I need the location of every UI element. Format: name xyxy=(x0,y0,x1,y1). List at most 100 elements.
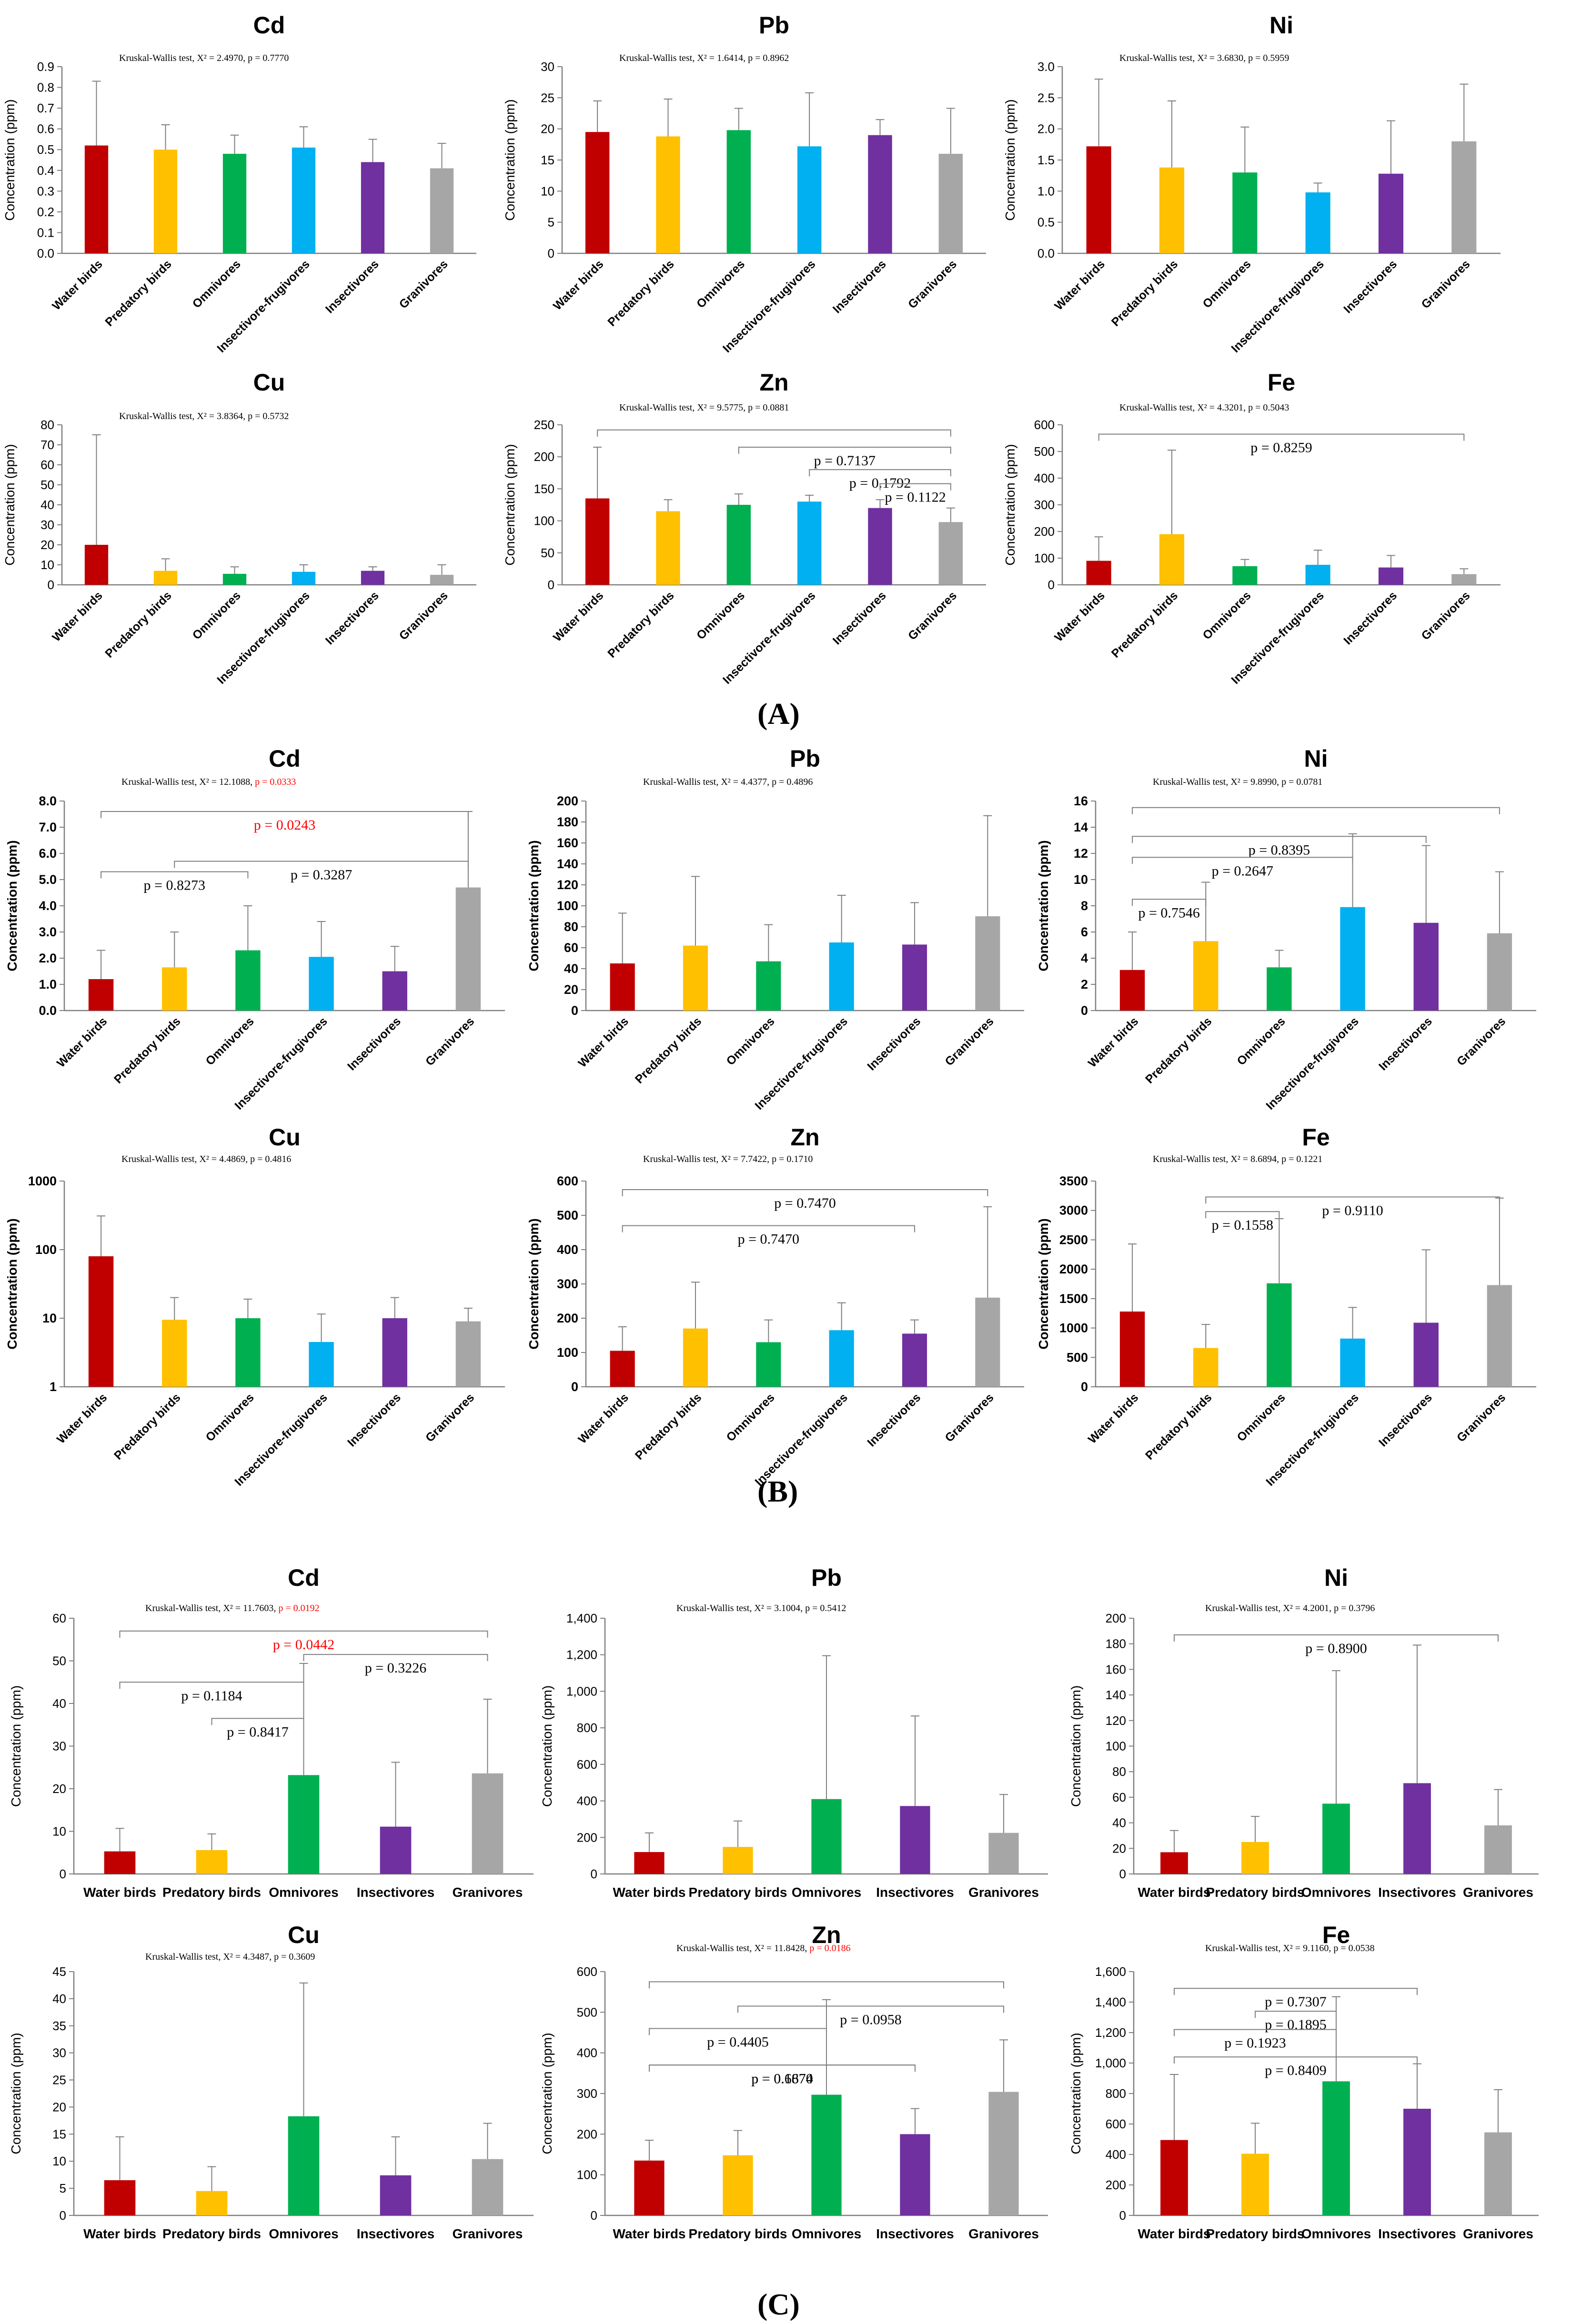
kw-test-name: Kruskal-Wallis test, xyxy=(1153,777,1230,787)
category-label-water-birds: Water birds xyxy=(613,1885,686,1900)
kw-p-value: p = 0.0186 xyxy=(809,1943,850,1953)
y-tick-label: 0 xyxy=(60,2208,66,2223)
category-label-omnivores: Omnivores xyxy=(1235,1014,1288,1068)
category-label-water-birds: Water birds xyxy=(1138,1885,1211,1900)
category-label-granivores: Granivores xyxy=(397,589,451,642)
bar-predatory-birds xyxy=(153,571,178,585)
kw-test-name: Kruskal-Wallis test, xyxy=(145,1952,223,1962)
bar-insectivores xyxy=(361,571,385,585)
y-tick-label: 200 xyxy=(577,2127,597,2141)
y-tick-label: 0 xyxy=(1081,1003,1088,1018)
y-tick-label: 35 xyxy=(52,2019,66,2033)
bar-omnivores xyxy=(1322,2081,1350,2215)
y-axis-label: Concentration (ppm) xyxy=(9,1685,23,1807)
category-label-granivores: Granivores xyxy=(968,1885,1039,1900)
category-label-insectivores: Insectivores xyxy=(830,257,889,316)
category-label-insectivores: Insectivores xyxy=(865,1014,923,1073)
category-label-granivores: Granivores xyxy=(453,2226,523,2241)
bar-insectivores xyxy=(1413,922,1439,1011)
comparison-p-value: p = 0.0958 xyxy=(840,2012,901,2028)
bar-water-birds xyxy=(84,545,109,585)
comparison-bracket xyxy=(1098,433,1465,441)
y-axis-label: Concentration (ppm) xyxy=(503,444,517,565)
y-tick-label: 1,400 xyxy=(566,1611,597,1625)
kw-test-name: Kruskal-Wallis test, xyxy=(676,1603,754,1613)
comparison-bracket xyxy=(101,811,469,818)
comparison-bracket xyxy=(649,2064,916,2072)
bar-predatory-birds xyxy=(656,511,680,585)
category-label-predatory-birds: Predatory birds xyxy=(1109,257,1180,329)
y-tick-label: 30 xyxy=(52,2046,66,2060)
y-axis-label: Concentration (ppm) xyxy=(1003,444,1017,565)
comparison-bracket xyxy=(649,2028,827,2035)
category-label-granivores: Granivores xyxy=(1419,257,1472,311)
y-axis-label: Concentration (ppm) xyxy=(540,2033,554,2154)
kw-p-value: p = 0.3609 xyxy=(274,1952,315,1962)
y-tick-label: 0 xyxy=(591,1867,597,1881)
category-label-water-birds: Water birds xyxy=(1086,1014,1141,1070)
y-tick-label: 80 xyxy=(1112,1764,1126,1779)
bar-insectivores xyxy=(902,944,927,1011)
comparison-bracket xyxy=(1174,2056,1418,2064)
y-tick-label: 1,000 xyxy=(566,1684,597,1698)
comparison-bracket xyxy=(119,1682,304,1689)
category-label-insectivores: Insectivores xyxy=(1378,1885,1456,1900)
comparison-p-value: p = 0.7307 xyxy=(1265,1994,1326,2010)
category-label-omnivores: Omnivores xyxy=(1301,2226,1371,2241)
y-tick-label: 0.2 xyxy=(37,205,54,219)
category-label-omnivores: Omnivores xyxy=(694,257,747,311)
y-tick-label: 20 xyxy=(52,1782,66,1796)
category-label-omnivores: Omnivores xyxy=(1301,1885,1371,1900)
comparison-bracket xyxy=(1205,1211,1280,1219)
kw-p-value: p = 0.0538 xyxy=(1333,1943,1374,1953)
kw-statistic: X² = 4.2001, xyxy=(1283,1603,1334,1613)
bar-predatory-birds xyxy=(1159,534,1185,585)
bar-insectivores xyxy=(1403,1783,1431,1874)
y-tick-label: 600 xyxy=(557,1174,578,1188)
category-label-water-birds: Water birds xyxy=(551,589,606,644)
kw-statistic: X² = 4.3201, xyxy=(1197,402,1248,413)
y-tick-label: 80 xyxy=(564,920,578,934)
kw-statistic: X² = 12.1088, xyxy=(199,777,255,787)
y-tick-label: 10 xyxy=(541,184,554,198)
chart-a-cd: Cd 0.0 0.1 0.2 0.3 0.4 0.5 0.6 0.7 0.8 0.9 Concentr… xyxy=(2,12,476,355)
bar-predatory-birds xyxy=(1241,2154,1269,2215)
category-label-granivores: Granivores xyxy=(968,2226,1039,2241)
y-tick-label: 200 xyxy=(557,1311,578,1325)
kruskal-wallis-label: Kruskal-Wallis test, X² = 9.5775, p = 0.… xyxy=(619,402,789,413)
y-tick-label: 10 xyxy=(42,1311,57,1325)
category-label-water-birds: Water birds xyxy=(50,589,105,644)
comparison-bracket xyxy=(879,483,951,491)
y-tick-label: 0.0 xyxy=(39,1003,57,1018)
comparison-bracket xyxy=(649,1981,1004,1989)
category-label-predatory-birds: Predatory birds xyxy=(605,257,676,329)
comparison-bracket xyxy=(1255,2011,1337,2018)
y-tick-label: 2000 xyxy=(1059,1262,1088,1276)
kw-test-name: Kruskal-Wallis test, xyxy=(1153,1154,1230,1164)
y-tick-label: 1,600 xyxy=(1095,1964,1126,1979)
bar-insectivore-frugivores xyxy=(292,147,316,253)
y-tick-label: 200 xyxy=(1106,2178,1126,2192)
kw-p-value: p = 0.0781 xyxy=(1281,777,1322,787)
y-tick-label: 25 xyxy=(541,90,554,105)
comparison-bracket xyxy=(738,447,951,454)
category-label-granivores: Granivores xyxy=(906,589,959,642)
y-tick-label: 200 xyxy=(534,450,554,464)
kw-test-name: Kruskal-Wallis test, xyxy=(619,402,697,413)
y-axis-label: Concentration (ppm) xyxy=(526,1218,541,1349)
category-label-insectivores: Insectivores xyxy=(1378,2226,1456,2241)
y-tick-label: 80 xyxy=(40,418,54,432)
chart-a-fe: Fe 0 100 200 300 400 500 600 Concentration (ppm)… xyxy=(1003,369,1501,687)
y-tick-label: 0.6 xyxy=(37,122,54,136)
y-tick-label: 0 xyxy=(548,578,554,592)
chart-title: Cu xyxy=(288,1922,320,1948)
kw-statistic: X² = 3.8364, xyxy=(197,411,248,421)
y-axis-label: Concentration (ppm) xyxy=(526,840,541,971)
category-label-insectivores: Insectivores xyxy=(865,1391,923,1449)
kruskal-wallis-label: Kruskal-Wallis test, X² = 12.1088, p = 0… xyxy=(121,777,296,787)
y-tick-label: 400 xyxy=(577,1794,597,1808)
y-tick-label: 0.5 xyxy=(1037,215,1055,230)
chart-b-ni: Ni 0 2 4 6 8 10 12 14 16 Concentration (ppm) Water … xyxy=(1036,745,1536,1112)
bar-water-birds xyxy=(104,1851,136,1874)
category-label-insectivores: Insectivores xyxy=(357,1885,434,1900)
